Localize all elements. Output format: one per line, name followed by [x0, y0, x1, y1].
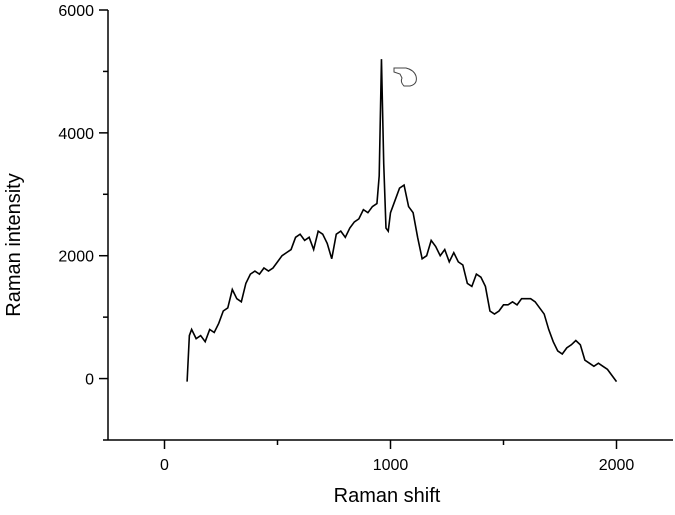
x-tick-label: 1000: [373, 457, 409, 474]
spectrum-line: [186, 59, 618, 383]
x-tick-label: 2000: [599, 457, 635, 474]
y-tick-label: 2000: [58, 249, 94, 266]
y-tick-label: 0: [85, 372, 94, 389]
y-axis-label: Raman intensity: [3, 173, 25, 316]
pointer-icon: [393, 67, 417, 87]
x-axis-label: Raman shift: [334, 485, 441, 507]
y-tick-label: 4000: [58, 126, 94, 143]
y-tick-label: 6000: [58, 3, 94, 20]
x-tick-label: 0: [160, 457, 169, 474]
